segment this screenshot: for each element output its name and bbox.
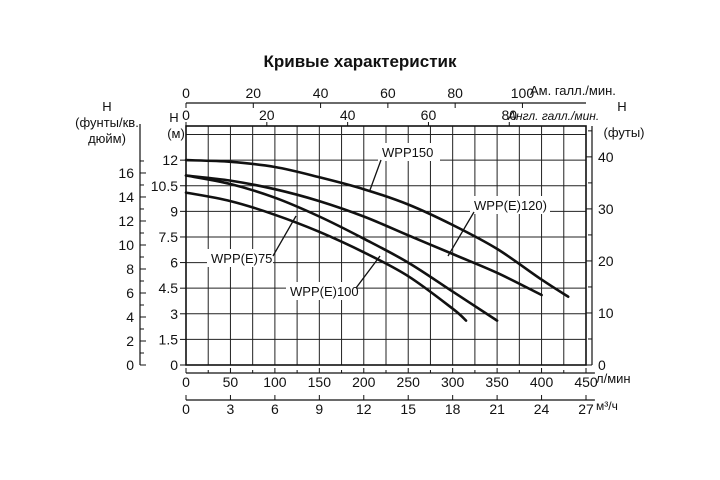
x-tick-label-lmin: 300 xyxy=(441,374,465,390)
x-tick-label-ukgal: 60 xyxy=(421,107,437,123)
y-axis-label-m-unit: (м) xyxy=(167,126,185,141)
x-tick-label-usgal: 40 xyxy=(313,85,329,101)
y-tick-label-ft: 20 xyxy=(598,253,614,269)
x-tick-label-ukgal: 80 xyxy=(501,107,517,123)
x-tick-label-ukgal: 40 xyxy=(340,107,356,123)
x-tick-label-ukgal: 20 xyxy=(259,107,275,123)
y-tick-label-psi: 2 xyxy=(126,333,134,349)
y-tick-label-m: 10.5 xyxy=(151,178,178,194)
series-curve-wppe120 xyxy=(184,174,543,297)
x-tick-label-lmin: 250 xyxy=(397,374,421,390)
x-tick-label-lmin: 0 xyxy=(182,374,190,390)
y-axis-label-ft-unit: (футы) xyxy=(603,125,644,140)
y-axis-label-ft-h: H xyxy=(617,99,626,114)
y-axis-label-m-h: H xyxy=(169,110,178,125)
y-tick-label-m: 12 xyxy=(162,152,178,168)
series-leader-line-wppe75 xyxy=(272,215,297,257)
x-tick-label-usgal: 60 xyxy=(380,85,396,101)
y-tick-label-psi: 6 xyxy=(126,285,134,301)
x-tick-label-m3h: 27 xyxy=(578,401,594,417)
series-leader-line-wppe100 xyxy=(355,255,381,289)
y-tick-label-ft: 10 xyxy=(598,305,614,321)
x-axis-unit-usgal: Ам. галл./мин. xyxy=(530,83,616,98)
series-curve-wppe100 xyxy=(184,174,499,322)
x-tick-label-lmin: 200 xyxy=(352,374,376,390)
series-curve-wppe75 xyxy=(184,191,468,322)
x-tick-label-m3h: 3 xyxy=(227,401,235,417)
y-tick-label-ft: 0 xyxy=(598,357,606,373)
x-tick-label-m3h: 24 xyxy=(534,401,550,417)
x-tick-label-m3h: 0 xyxy=(182,401,190,417)
x-tick-label-m3h: 12 xyxy=(356,401,372,417)
y-tick-label-m: 4.5 xyxy=(159,280,179,296)
x-axis-unit-ukgal: Англ. галл./мин. xyxy=(507,109,599,123)
y-axis-label-psi-h: H xyxy=(102,99,111,114)
series-leader-line-wppe120 xyxy=(447,211,475,257)
x-axis-unit-lmin: л/мин xyxy=(596,371,631,386)
y-tick-label-ft: 30 xyxy=(598,201,614,217)
y-tick-label-ft: 40 xyxy=(598,149,614,165)
y-tick-label-psi: 4 xyxy=(126,309,134,325)
y-tick-label-psi: 14 xyxy=(118,189,134,205)
x-tick-label-m3h: 15 xyxy=(400,401,416,417)
x-tick-label-lmin: 150 xyxy=(308,374,332,390)
series-label-wpp150: WPP150 xyxy=(382,145,433,160)
x-axis-unit-m3h: м³/ч xyxy=(596,399,618,413)
x-tick-label-lmin: 50 xyxy=(223,374,239,390)
x-tick-label-m3h: 9 xyxy=(315,401,323,417)
y-tick-label-m: 9 xyxy=(170,203,178,219)
series-label-box-wppe100 xyxy=(286,282,356,300)
series-curve-wpp150 xyxy=(184,158,570,298)
series-label-box-wppe75 xyxy=(207,249,273,267)
y-axis-label-psi-unit: (фунты/кв. xyxy=(75,115,139,130)
y-tick-label-psi: 10 xyxy=(118,237,134,253)
x-tick-label-usgal: 0 xyxy=(182,85,190,101)
series-label-wppe120: WPP(E)120) xyxy=(474,198,547,213)
x-tick-label-usgal: 80 xyxy=(447,85,463,101)
y-tick-label-psi: 16 xyxy=(118,165,134,181)
x-tick-label-lmin: 350 xyxy=(485,374,509,390)
y-tick-label-psi: 0 xyxy=(126,357,134,373)
x-tick-label-usgal: 100 xyxy=(511,85,535,101)
x-tick-label-ukgal: 0 xyxy=(182,107,190,123)
series-leader-line-wpp150 xyxy=(369,159,382,191)
y-tick-label-m: 0 xyxy=(170,357,178,373)
x-tick-label-lmin: 400 xyxy=(530,374,554,390)
y-tick-label-m: 1.5 xyxy=(159,331,179,347)
series-label-wppe75: WPP(E)75 xyxy=(211,251,272,266)
x-tick-label-lmin: 100 xyxy=(263,374,287,390)
series-label-wppe100: WPP(E)100 xyxy=(290,284,359,299)
y-tick-label-psi: 12 xyxy=(118,213,134,229)
y-tick-label-m: 6 xyxy=(170,255,178,271)
x-tick-label-lmin: 450 xyxy=(574,374,598,390)
y-tick-label-m: 7.5 xyxy=(159,229,179,245)
chart-title: Кривые характеристик xyxy=(263,52,457,71)
x-tick-label-usgal: 20 xyxy=(245,85,261,101)
plot-frame xyxy=(185,125,587,366)
series-label-box-wpp150 xyxy=(378,143,440,161)
y-tick-label-psi: 8 xyxy=(126,261,134,277)
x-tick-label-m3h: 21 xyxy=(489,401,505,417)
y-axis-label-psi-unit2: дюйм) xyxy=(88,131,126,146)
x-tick-label-m3h: 6 xyxy=(271,401,279,417)
series-label-box-wppe120 xyxy=(470,196,550,214)
x-tick-label-m3h: 18 xyxy=(445,401,461,417)
y-tick-label-m: 3 xyxy=(170,306,178,322)
